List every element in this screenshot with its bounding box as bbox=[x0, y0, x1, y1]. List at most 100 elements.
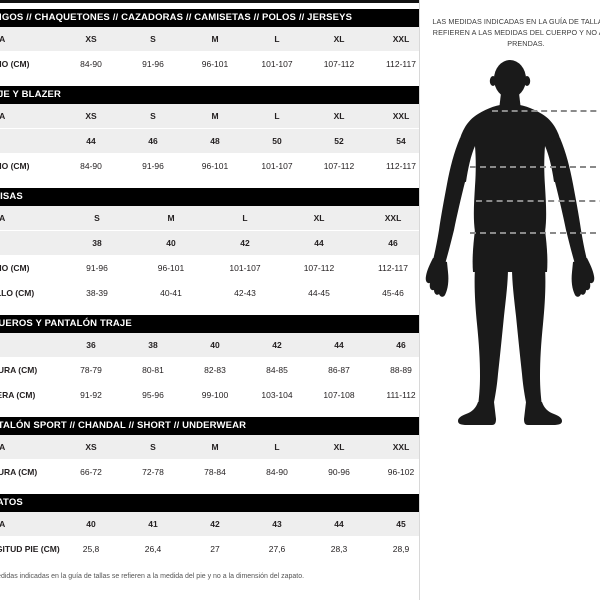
table-cell: 86-87 bbox=[308, 357, 370, 383]
section-gap bbox=[0, 408, 420, 417]
table-cell: 44 bbox=[282, 230, 356, 256]
size-section: ABRIGOS // CHAQUETONES // CAZADORAS // C… bbox=[0, 9, 420, 77]
table-cell: 99-100 bbox=[184, 382, 246, 408]
table-row: TALLASMLXLXXL bbox=[0, 206, 420, 231]
table-row: PECHO (CM)84-9091-9696-101101-107107-112… bbox=[0, 153, 420, 179]
section-gap bbox=[0, 77, 420, 86]
measure-line-neck bbox=[492, 110, 600, 112]
column-header-cell: XL bbox=[282, 206, 356, 231]
size-table: TALLA404142434445LONGITUD PIE (CM)25,826… bbox=[0, 512, 420, 562]
column-header-cell: 36 bbox=[60, 333, 122, 358]
table-cell: 84-90 bbox=[60, 153, 122, 179]
column-header-cell: L bbox=[208, 206, 282, 231]
table-cell: 84-90 bbox=[60, 51, 122, 77]
table-cell: 42 bbox=[208, 230, 282, 256]
table-cell: 96-101 bbox=[134, 255, 208, 281]
column-header-cell: 42 bbox=[246, 333, 308, 358]
table-cell: 96-101 bbox=[184, 51, 246, 77]
column-header-cell: XS bbox=[60, 104, 122, 129]
table-row: PECHO (CM)84-9091-9696-101101-107107-112… bbox=[0, 51, 420, 77]
table-cell: 28,3 bbox=[308, 536, 370, 562]
table-row: CINTURA (CM)66-7272-7878-8484-9090-9696-… bbox=[0, 459, 420, 485]
table-cell: 28,9 bbox=[370, 536, 420, 562]
table-cell: 91-96 bbox=[122, 51, 184, 77]
table-cell: 48 bbox=[184, 128, 246, 154]
row-label: TALLA bbox=[0, 104, 60, 129]
table-cell: 90-96 bbox=[308, 459, 370, 485]
section-header: PANTALÓN SPORT // CHANDAL // SHORT // UN… bbox=[0, 417, 420, 435]
table-cell: 96-102 bbox=[370, 459, 420, 485]
table-cell: 95-96 bbox=[122, 382, 184, 408]
row-label: TALLA bbox=[0, 27, 60, 52]
measurement-note-line-1: LAS MEDIDAS INDICADAS EN LA GUÍA DE TALL… bbox=[432, 17, 600, 26]
table-cell: 40-41 bbox=[134, 280, 208, 306]
column-header-cell: L bbox=[246, 27, 308, 52]
table-row: CINTURA (CM)78-7980-8182-8384-8586-8788-… bbox=[0, 357, 420, 383]
section-gap bbox=[0, 179, 420, 188]
size-tables-pane: ABRIGOS // CHAQUETONES // CAZADORAS // C… bbox=[0, 0, 420, 580]
size-section: ZAPATOSTALLA404142434445LONGITUD PIE (CM… bbox=[0, 494, 420, 562]
column-header-cell: 43 bbox=[246, 512, 308, 537]
table-cell: 101-107 bbox=[246, 51, 308, 77]
row-label: TALLA bbox=[0, 206, 60, 231]
size-table: TALLASMLXLXXLEU3840424446PECHO (CM)91-96… bbox=[0, 206, 420, 306]
size-table: EU363840424446CINTURA (CM)78-7980-8182-8… bbox=[0, 333, 420, 408]
table-cell: 25,8 bbox=[60, 536, 122, 562]
section-gap bbox=[0, 306, 420, 315]
shoes-footnote: Las medidas indicadas en la guía de tall… bbox=[0, 573, 305, 580]
table-cell: 112-117 bbox=[370, 153, 420, 179]
size-section: PANTALÓN SPORT // CHANDAL // SHORT // UN… bbox=[0, 417, 420, 485]
row-label: EU bbox=[0, 333, 60, 358]
table-row: TALLA404142434445 bbox=[0, 512, 420, 537]
column-header-cell: M bbox=[184, 435, 246, 460]
column-header-cell: S bbox=[122, 435, 184, 460]
table-cell: 107-112 bbox=[308, 51, 370, 77]
column-header-cell: M bbox=[134, 206, 208, 231]
measure-line-waist bbox=[476, 200, 600, 202]
row-label: PECHO (CM) bbox=[0, 255, 60, 281]
row-label: CINTURA (CM) bbox=[0, 459, 60, 485]
size-section: CAMISASTALLASMLXLXXLEU3840424446PECHO (C… bbox=[0, 188, 420, 306]
table-row: TALLAXSSMLXLXXL bbox=[0, 435, 420, 460]
column-header-cell: XXL bbox=[370, 435, 420, 460]
measure-line-chest bbox=[470, 166, 600, 168]
column-header-cell: S bbox=[60, 206, 134, 231]
row-label: LONGITUD PIE (CM) bbox=[0, 536, 60, 562]
table-cell: 112-117 bbox=[356, 255, 420, 281]
table-cell: 91-96 bbox=[122, 153, 184, 179]
column-header-cell: XXL bbox=[370, 104, 420, 129]
column-header-cell: 40 bbox=[60, 512, 122, 537]
size-tables-inner: ABRIGOS // CHAQUETONES // CAZADORAS // C… bbox=[0, 0, 420, 580]
table-cell: 103-104 bbox=[246, 382, 308, 408]
table-cell: 111-112 bbox=[370, 382, 420, 408]
section-header: VAQUEROS Y PANTALÓN TRAJE bbox=[0, 315, 420, 333]
section-gap bbox=[0, 485, 420, 494]
column-header-cell: L bbox=[246, 104, 308, 129]
body-silhouette-icon bbox=[425, 60, 595, 425]
section-header: ABRIGOS // CHAQUETONES // CAZADORAS // C… bbox=[0, 9, 420, 27]
table-cell: 54 bbox=[370, 128, 420, 154]
row-label: CUELLO (CM) bbox=[0, 280, 60, 306]
table-cell: 80-81 bbox=[122, 357, 184, 383]
measurement-note-line-3: PRENDAS. bbox=[507, 39, 545, 48]
section-header: ZAPATOS bbox=[0, 494, 420, 512]
column-header-cell: XL bbox=[308, 104, 370, 129]
table-row: TALLAXSSMLXLXXL bbox=[0, 104, 420, 129]
column-header-cell: 44 bbox=[308, 333, 370, 358]
size-section: TRAJE Y BLAZERTALLAXSSMLXLXXLEU444648505… bbox=[0, 86, 420, 179]
column-header-cell: XL bbox=[308, 435, 370, 460]
column-header-cell: 38 bbox=[122, 333, 184, 358]
size-table: TALLAXSSMLXLXXLCINTURA (CM)66-7272-7878-… bbox=[0, 435, 420, 485]
column-header-cell: XXL bbox=[356, 206, 420, 231]
table-cell: 101-107 bbox=[208, 255, 282, 281]
size-sections-list: ABRIGOS // CHAQUETONES // CAZADORAS // C… bbox=[0, 9, 420, 562]
column-header-cell: S bbox=[122, 27, 184, 52]
table-cell: 96-101 bbox=[184, 153, 246, 179]
table-cell: 88-89 bbox=[370, 357, 420, 383]
table-cell: 27 bbox=[184, 536, 246, 562]
column-header-cell: 41 bbox=[122, 512, 184, 537]
measure-line-hips bbox=[470, 232, 600, 234]
column-header-cell: 42 bbox=[184, 512, 246, 537]
column-header-cell: 45 bbox=[370, 512, 420, 537]
